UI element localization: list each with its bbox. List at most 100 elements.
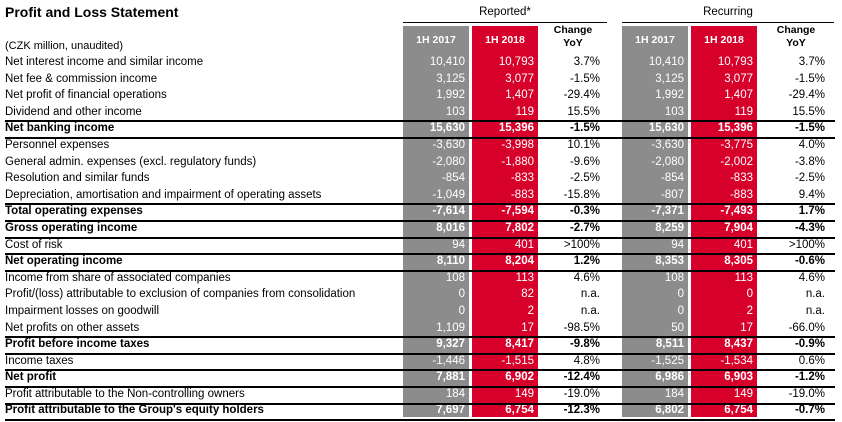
recurring-1h2018-value: -833 [729, 172, 753, 185]
recurring-change-value: -1.2% [794, 371, 825, 384]
recurring-1h2018-value: 17 [740, 321, 753, 334]
reported-1h2018-value: 17 [521, 321, 534, 334]
reported-1h2018-value: 113 [515, 271, 534, 284]
reported-1h2018-value: -3,998 [501, 138, 534, 151]
header-recurring-change: Change YoY [757, 24, 835, 54]
recurring-1h2017-value: 94 [671, 238, 684, 251]
reported-1h2017-value: 7,697 [436, 404, 465, 417]
recurring-change-value: -3.8% [794, 155, 825, 168]
recurring-1h2017-value: 1,992 [655, 89, 684, 102]
reported-1h2018-value: 15,396 [498, 122, 534, 135]
units-note: (CZK million, unaudited) [5, 40, 123, 52]
header-yoy-label: YoY [786, 37, 806, 49]
row-label: Net profits on other assets [5, 321, 140, 334]
table-row: Net interest income and similar income 10… [0, 54, 842, 71]
subtotal-row: Total operating expenses -7,614 -7,594 -0.3… [0, 203, 842, 220]
reported-change-value: n.a. [580, 288, 600, 301]
statement-title: Profit and Loss Statement [5, 4, 179, 20]
row-label: Profit before income taxes [5, 338, 150, 351]
row-label: General admin. expenses (excl. regulator… [5, 155, 257, 168]
recurring-1h2017-value: -3,630 [651, 138, 684, 151]
recurring-change-value: -0.6% [794, 255, 825, 268]
recurring-1h2018-value: 401 [733, 238, 753, 251]
reported-1h2018-value: 119 [515, 105, 534, 118]
reported-1h2017-value: 9,327 [436, 338, 465, 351]
recurring-1h2018-value: 3,077 [724, 72, 753, 85]
reported-1h2018-value: 8,204 [505, 255, 534, 268]
reported-1h2017-value: -2,080 [432, 155, 465, 168]
row-divider [5, 137, 835, 139]
recurring-change-value: n.a. [805, 304, 825, 317]
reported-1h2018-value: 149 [514, 387, 534, 400]
reported-change-value: -15.8% [563, 188, 600, 201]
recurring-1h2018-value: -3,775 [720, 138, 753, 151]
reported-change-value: n.a. [580, 304, 600, 317]
reported-1h2017-value: -1,446 [432, 354, 465, 367]
row-label: Personnel expenses [5, 138, 110, 151]
recurring-1h2017-value: 0 [677, 288, 684, 301]
recurring-1h2017-value: 8,511 [655, 338, 684, 351]
reported-change-value: 4.6% [573, 271, 600, 284]
reported-1h2017-value: 15,630 [429, 122, 465, 135]
header-recurring-1h2017: 1H 2017 [635, 34, 675, 46]
header-change-label: Change [776, 24, 816, 36]
recurring-1h2018-value: 2 [746, 304, 753, 317]
reported-1h2017-value: 184 [445, 387, 465, 400]
reported-change-value: >100% [563, 238, 600, 251]
recurring-1h2018-value: 0 [746, 288, 753, 301]
row-divider [5, 369, 835, 372]
reported-1h2018-value: 6,754 [505, 404, 534, 417]
reported-1h2017-value: 3,125 [436, 72, 465, 85]
row-label: Net profit of financial operations [5, 89, 167, 102]
reported-1h2017-value: 0 [458, 288, 465, 301]
recurring-change-value: 4.0% [798, 138, 825, 151]
recurring-1h2018-value: 15,396 [717, 122, 753, 135]
reported-1h2017-value: 0 [458, 304, 465, 317]
reported-change-value: 3.7% [573, 56, 600, 68]
reported-change-value: -1.5% [569, 72, 600, 85]
row-label: Profit attributable to the Group's equit… [5, 404, 264, 417]
header-reported-1h2017: 1H 2017 [416, 34, 456, 46]
row-divider [5, 419, 835, 422]
recurring-1h2017-value: 8,353 [655, 255, 684, 268]
table-row: Resolution and similar funds -854 -833 -2.5… [0, 170, 842, 187]
header-reported-change: Change YoY [538, 24, 608, 54]
recurring-change-value: -29.4% [788, 89, 825, 102]
reported-change-value: -29.4% [563, 89, 600, 102]
recurring-1h2018-value: 7,904 [724, 221, 753, 234]
reported-1h2018-value: -883 [510, 188, 534, 201]
recurring-change-value: n.a. [805, 288, 825, 301]
row-label: Dividend and other income [5, 105, 142, 118]
reported-1h2017-value: 7,881 [436, 371, 465, 384]
reported-1h2018-value: 8,417 [505, 338, 534, 351]
header-recurring-1h2018: 1H 2018 [704, 34, 744, 46]
reported-change-value: -2.5% [569, 172, 600, 185]
table-row: Dividend and other income 103 119 15.5% 103 1… [0, 104, 842, 121]
header-reported-1h2018: 1H 2018 [485, 34, 525, 46]
reported-group-label: Reported* [479, 6, 531, 18]
recurring-change-value: -19.0% [788, 387, 825, 400]
row-label: Income from share of associated companie… [5, 271, 231, 284]
row-label: Impairment losses on goodwill [5, 304, 160, 317]
recurring-1h2018-value: 119 [734, 105, 753, 118]
subtotal-row: Net operating income 8,110 8,204 1.2% 8,353 8… [0, 253, 842, 270]
reported-change-value: 4.8% [573, 354, 600, 367]
reported-1h2017-value: 1,109 [436, 321, 465, 334]
table-row: Cost of risk 94 401 >100% 94 401 >100% [0, 237, 842, 254]
reported-1h2018-value: 10,793 [498, 56, 534, 68]
reported-1h2017-value: -1,049 [432, 188, 465, 201]
reported-group-underline [403, 22, 607, 23]
recurring-1h2018-value: 6,903 [724, 371, 753, 384]
recurring-1h2017-value: 184 [664, 387, 684, 400]
row-divider [5, 402, 835, 405]
reported-1h2018-value: -1,880 [501, 155, 534, 168]
recurring-1h2017-value: 6,986 [655, 371, 684, 384]
recurring-1h2017-value: 50 [671, 321, 684, 334]
reported-1h2018-value: -1,515 [501, 354, 534, 367]
recurring-group-underline [622, 22, 834, 23]
recurring-change-value: 15.5% [792, 105, 825, 118]
reported-1h2017-value: -7,614 [432, 205, 465, 218]
recurring-1h2017-value: 6,802 [655, 404, 684, 417]
reported-1h2018-value: 82 [521, 288, 534, 301]
row-label: Net interest income and similar income [5, 56, 204, 68]
